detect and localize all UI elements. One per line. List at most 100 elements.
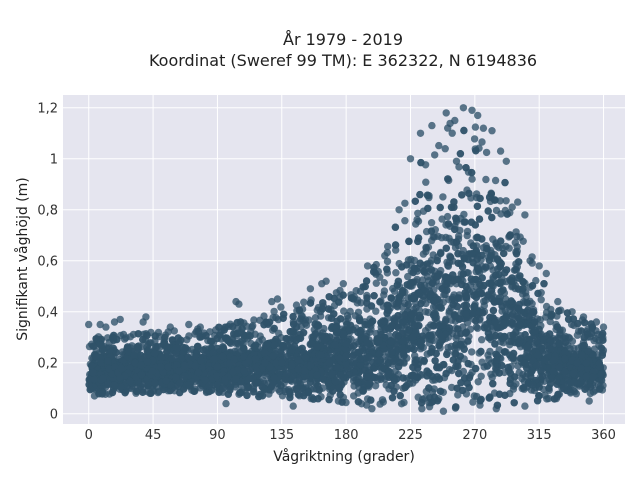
data-point (435, 141, 443, 150)
data-point (282, 334, 290, 343)
data-point (399, 350, 408, 358)
data-point (480, 265, 488, 273)
data-point (530, 308, 538, 316)
data-point (391, 241, 400, 249)
data-point (298, 384, 306, 393)
data-point (502, 313, 510, 321)
data-point (278, 392, 287, 400)
data-point (417, 158, 425, 167)
data-point (449, 301, 457, 309)
data-point (240, 331, 248, 339)
data-point (597, 370, 606, 378)
data-point (477, 372, 485, 380)
data-point (498, 319, 507, 327)
data-point (314, 395, 322, 403)
data-point (526, 336, 534, 344)
data-point (519, 384, 528, 392)
data-point (384, 370, 392, 378)
data-point (285, 388, 294, 396)
data-point (483, 244, 491, 253)
data-point (300, 298, 308, 306)
data-point (380, 317, 388, 325)
data-point (491, 176, 500, 185)
data-point (510, 266, 519, 274)
data-point (528, 282, 537, 290)
data-point (415, 311, 424, 320)
data-point (482, 148, 491, 157)
data-point (468, 348, 476, 356)
data-point (452, 238, 461, 246)
data-point (473, 324, 482, 332)
data-point (172, 349, 180, 357)
data-point (265, 318, 274, 326)
data-point (289, 312, 297, 321)
data-point (325, 395, 333, 404)
data-point (108, 388, 117, 397)
data-point (249, 322, 257, 330)
data-point (437, 304, 445, 312)
data-point (345, 326, 353, 335)
data-point (465, 189, 473, 198)
data-point (350, 342, 358, 350)
data-point (561, 338, 570, 346)
data-point (85, 380, 93, 389)
data-point (296, 334, 305, 342)
data-point (329, 387, 337, 395)
data-point (524, 306, 532, 314)
data-point (376, 400, 384, 408)
data-point (300, 367, 308, 375)
data-point (228, 323, 237, 331)
data-point (315, 386, 323, 394)
data-point (479, 309, 487, 317)
data-point (152, 343, 160, 351)
data-point (213, 334, 221, 343)
data-point (499, 286, 507, 294)
data-point (261, 358, 269, 367)
data-point (537, 296, 545, 304)
data-point (443, 286, 451, 294)
data-point (472, 293, 480, 302)
data-point (151, 332, 159, 340)
data-point (580, 341, 588, 350)
data-point (487, 190, 495, 198)
data-point (501, 333, 509, 341)
data-point (193, 347, 201, 356)
data-point (468, 175, 476, 183)
data-point (474, 233, 482, 242)
data-point (120, 335, 129, 343)
data-point (470, 135, 479, 143)
data-point (540, 280, 548, 288)
data-point (545, 345, 554, 353)
data-point (253, 367, 261, 375)
data-point (493, 324, 502, 332)
data-point (405, 237, 413, 246)
data-point (407, 279, 415, 287)
data-point (369, 358, 377, 366)
data-point (252, 379, 260, 387)
data-point (262, 341, 270, 350)
data-point (347, 294, 356, 302)
data-point (462, 164, 470, 172)
data-point (444, 343, 452, 352)
data-point (539, 372, 547, 380)
data-point (596, 385, 604, 393)
data-point (401, 383, 409, 392)
data-point (486, 313, 494, 322)
data-point (547, 337, 555, 345)
data-point (491, 318, 500, 326)
data-point (452, 157, 461, 165)
data-point (599, 329, 607, 338)
data-point (578, 351, 586, 359)
data-point (270, 307, 278, 316)
data-point (197, 356, 205, 365)
data-point (351, 312, 359, 320)
data-point (91, 352, 100, 360)
data-point (599, 336, 607, 344)
data-point (509, 310, 517, 318)
data-point (595, 359, 604, 368)
data-point (476, 194, 484, 203)
data-point (190, 387, 198, 395)
data-point (272, 359, 280, 367)
data-point (473, 255, 481, 263)
data-point (447, 238, 455, 246)
